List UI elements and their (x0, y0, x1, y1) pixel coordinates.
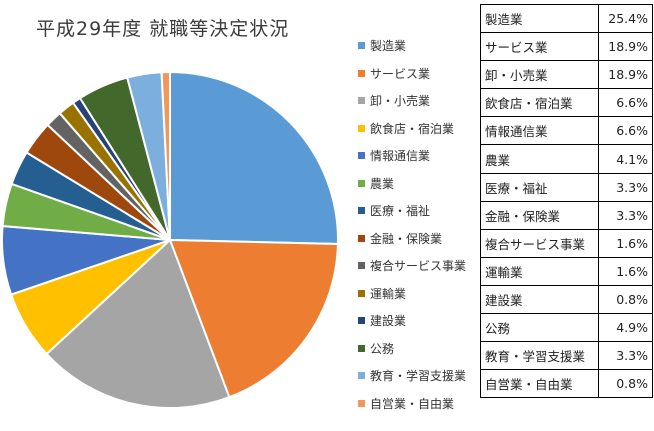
legend-item: 飲食店・宿泊業 (358, 115, 466, 143)
table-cell-value: 3.3% (598, 200, 653, 230)
legend-swatch (358, 179, 365, 187)
table-row: 情報通信業 6.6% (480, 116, 653, 146)
legend-item: サービス業 (358, 60, 466, 88)
table-cell-value: 4.9% (598, 313, 653, 343)
legend-swatch (358, 152, 365, 160)
legend-swatch (358, 372, 365, 380)
legend-label: 建設業 (370, 314, 407, 329)
table-cell-category: 卸・小売業 (480, 60, 599, 90)
legend-item: 教育・学習支援業 (358, 362, 466, 390)
legend-label: 卸・小売業 (370, 94, 431, 109)
legend-label: 医療・福祉 (370, 204, 431, 219)
legend-label: 自営業・自由業 (370, 396, 455, 411)
legend-label: 飲食店・宿泊業 (370, 121, 455, 136)
legend-swatch (358, 289, 365, 297)
chart-legend: 製造業サービス業卸・小売業飲食店・宿泊業 情報通信業農業医療・福祉金融・保険業複合… (358, 32, 466, 417)
table-cell-value: 3.3% (598, 172, 653, 202)
table-cell-value: 4.1% (598, 144, 653, 174)
legend-swatch (358, 317, 365, 325)
table-row: 製造業 25.4% (480, 3, 653, 34)
legend-item: 運輸業 (358, 280, 466, 308)
legend-swatch (358, 234, 365, 242)
table-row: 金融・保険業 3.3% (480, 200, 653, 230)
table-cell-value: 1.6% (598, 256, 653, 286)
table-cell-value: 0.8% (598, 369, 653, 399)
table-row: 農業 4.1% (480, 144, 653, 174)
legend-item: 情報通信業 (358, 142, 466, 170)
table-cell-category: 公務 (480, 313, 599, 343)
table-row: 運輸業 1.6% (480, 256, 653, 286)
pie-slice-13 (160, 70, 171, 241)
table-row: 教育・学習支援業 3.3% (480, 341, 653, 371)
table-row: 建設業 0.8% (480, 284, 653, 315)
legend-item: 公務 (358, 335, 466, 363)
table-cell-category: 自営業・自由業 (480, 369, 599, 399)
table-row: 公務 4.9% (480, 313, 653, 343)
pie-slice-0 (169, 70, 339, 245)
table-cell-category: 情報通信業 (480, 116, 599, 146)
table-cell-value: 18.9% (598, 32, 653, 62)
legend-item: 農業 (358, 170, 466, 198)
table-cell-value: 0.8% (598, 284, 653, 315)
table-row: 複合サービス事業 1.6% (480, 228, 653, 258)
legend-label: 公務 (370, 341, 395, 356)
table-row: 自営業・自由業 0.8% (480, 369, 653, 399)
legend-swatch (358, 97, 365, 105)
table-cell-value: 6.6% (598, 88, 653, 118)
legend-label: 複合サービス事業 (370, 259, 467, 274)
legend-label: 農業 (370, 176, 395, 191)
legend-label: 情報通信業 (370, 149, 431, 164)
legend-label: 運輸業 (370, 286, 407, 301)
table-cell-category: 農業 (480, 144, 599, 174)
table-row: サービス業 18.9% (480, 32, 653, 62)
legend-item: 複合サービス事業 (358, 252, 466, 280)
legend-swatch (358, 207, 365, 215)
pie-slice-1 (168, 238, 339, 399)
legend-item: 建設業 (358, 307, 466, 335)
legend-item: 卸・小売業 (358, 87, 466, 115)
table-cell-value: 6.6% (598, 116, 653, 146)
table-row: 飲食店・宿泊業 6.6% (480, 88, 653, 118)
table-row: 卸・小売業 18.9% (480, 60, 653, 90)
table-row: 医療・福祉 3.3% (480, 172, 653, 202)
legend-swatch (358, 42, 365, 50)
legend-label: 教育・学習支援業 (370, 369, 467, 384)
data-table: 製造業 25.4% サービス業 18.9% 卸・小売業 18.9% 飲食店・宿泊業 6.6% 情… (480, 3, 653, 399)
legend-item: 製造業 (358, 32, 466, 60)
legend-label: サービス業 (370, 66, 431, 81)
data-table-body: 製造業 25.4% サービス業 18.9% 卸・小売業 18.9% 飲食店・宿泊業 6.6% 情… (480, 3, 653, 399)
pie-slice-2 (45, 238, 231, 409)
legend-label: 製造業 (370, 39, 407, 54)
table-cell-category: 教育・学習支援業 (480, 341, 599, 371)
table-cell-category: 飲食店・宿泊業 (480, 88, 599, 118)
table-cell-category: 金融・保険業 (480, 200, 599, 230)
table-cell-category: 運輸業 (480, 256, 599, 286)
legend-item: 医療・福祉 (358, 197, 466, 225)
table-cell-category: 建設業 (480, 284, 599, 315)
table-cell-category: 医療・福祉 (480, 172, 599, 202)
table-cell-value: 1.6% (598, 228, 653, 258)
legend-swatch (358, 69, 365, 77)
table-cell-category: 製造業 (480, 3, 599, 34)
chart-area: 平成29年度 就職等決定状況 製造業サービス業卸・小売業飲食店・宿泊業 情報通信業… (1, 18, 467, 417)
table-cell-value: 3.3% (598, 341, 653, 371)
pie-chart (1, 70, 339, 409)
legend-swatch (358, 124, 365, 132)
legend-swatch (358, 262, 365, 270)
table-cell-category: 複合サービス事業 (480, 228, 599, 258)
legend-swatch (358, 344, 365, 352)
table-cell-category: サービス業 (480, 32, 599, 62)
table-cell-value: 18.9% (598, 60, 653, 90)
chart-title: 平成29年度 就職等決定状況 (36, 18, 290, 40)
legend-label: 金融・保険業 (370, 231, 443, 246)
legend-swatch (358, 399, 365, 407)
table-cell-value: 25.4% (598, 3, 653, 34)
legend-item: 金融・保険業 (358, 225, 466, 253)
legend-item: 自営業・自由業 (358, 390, 466, 418)
